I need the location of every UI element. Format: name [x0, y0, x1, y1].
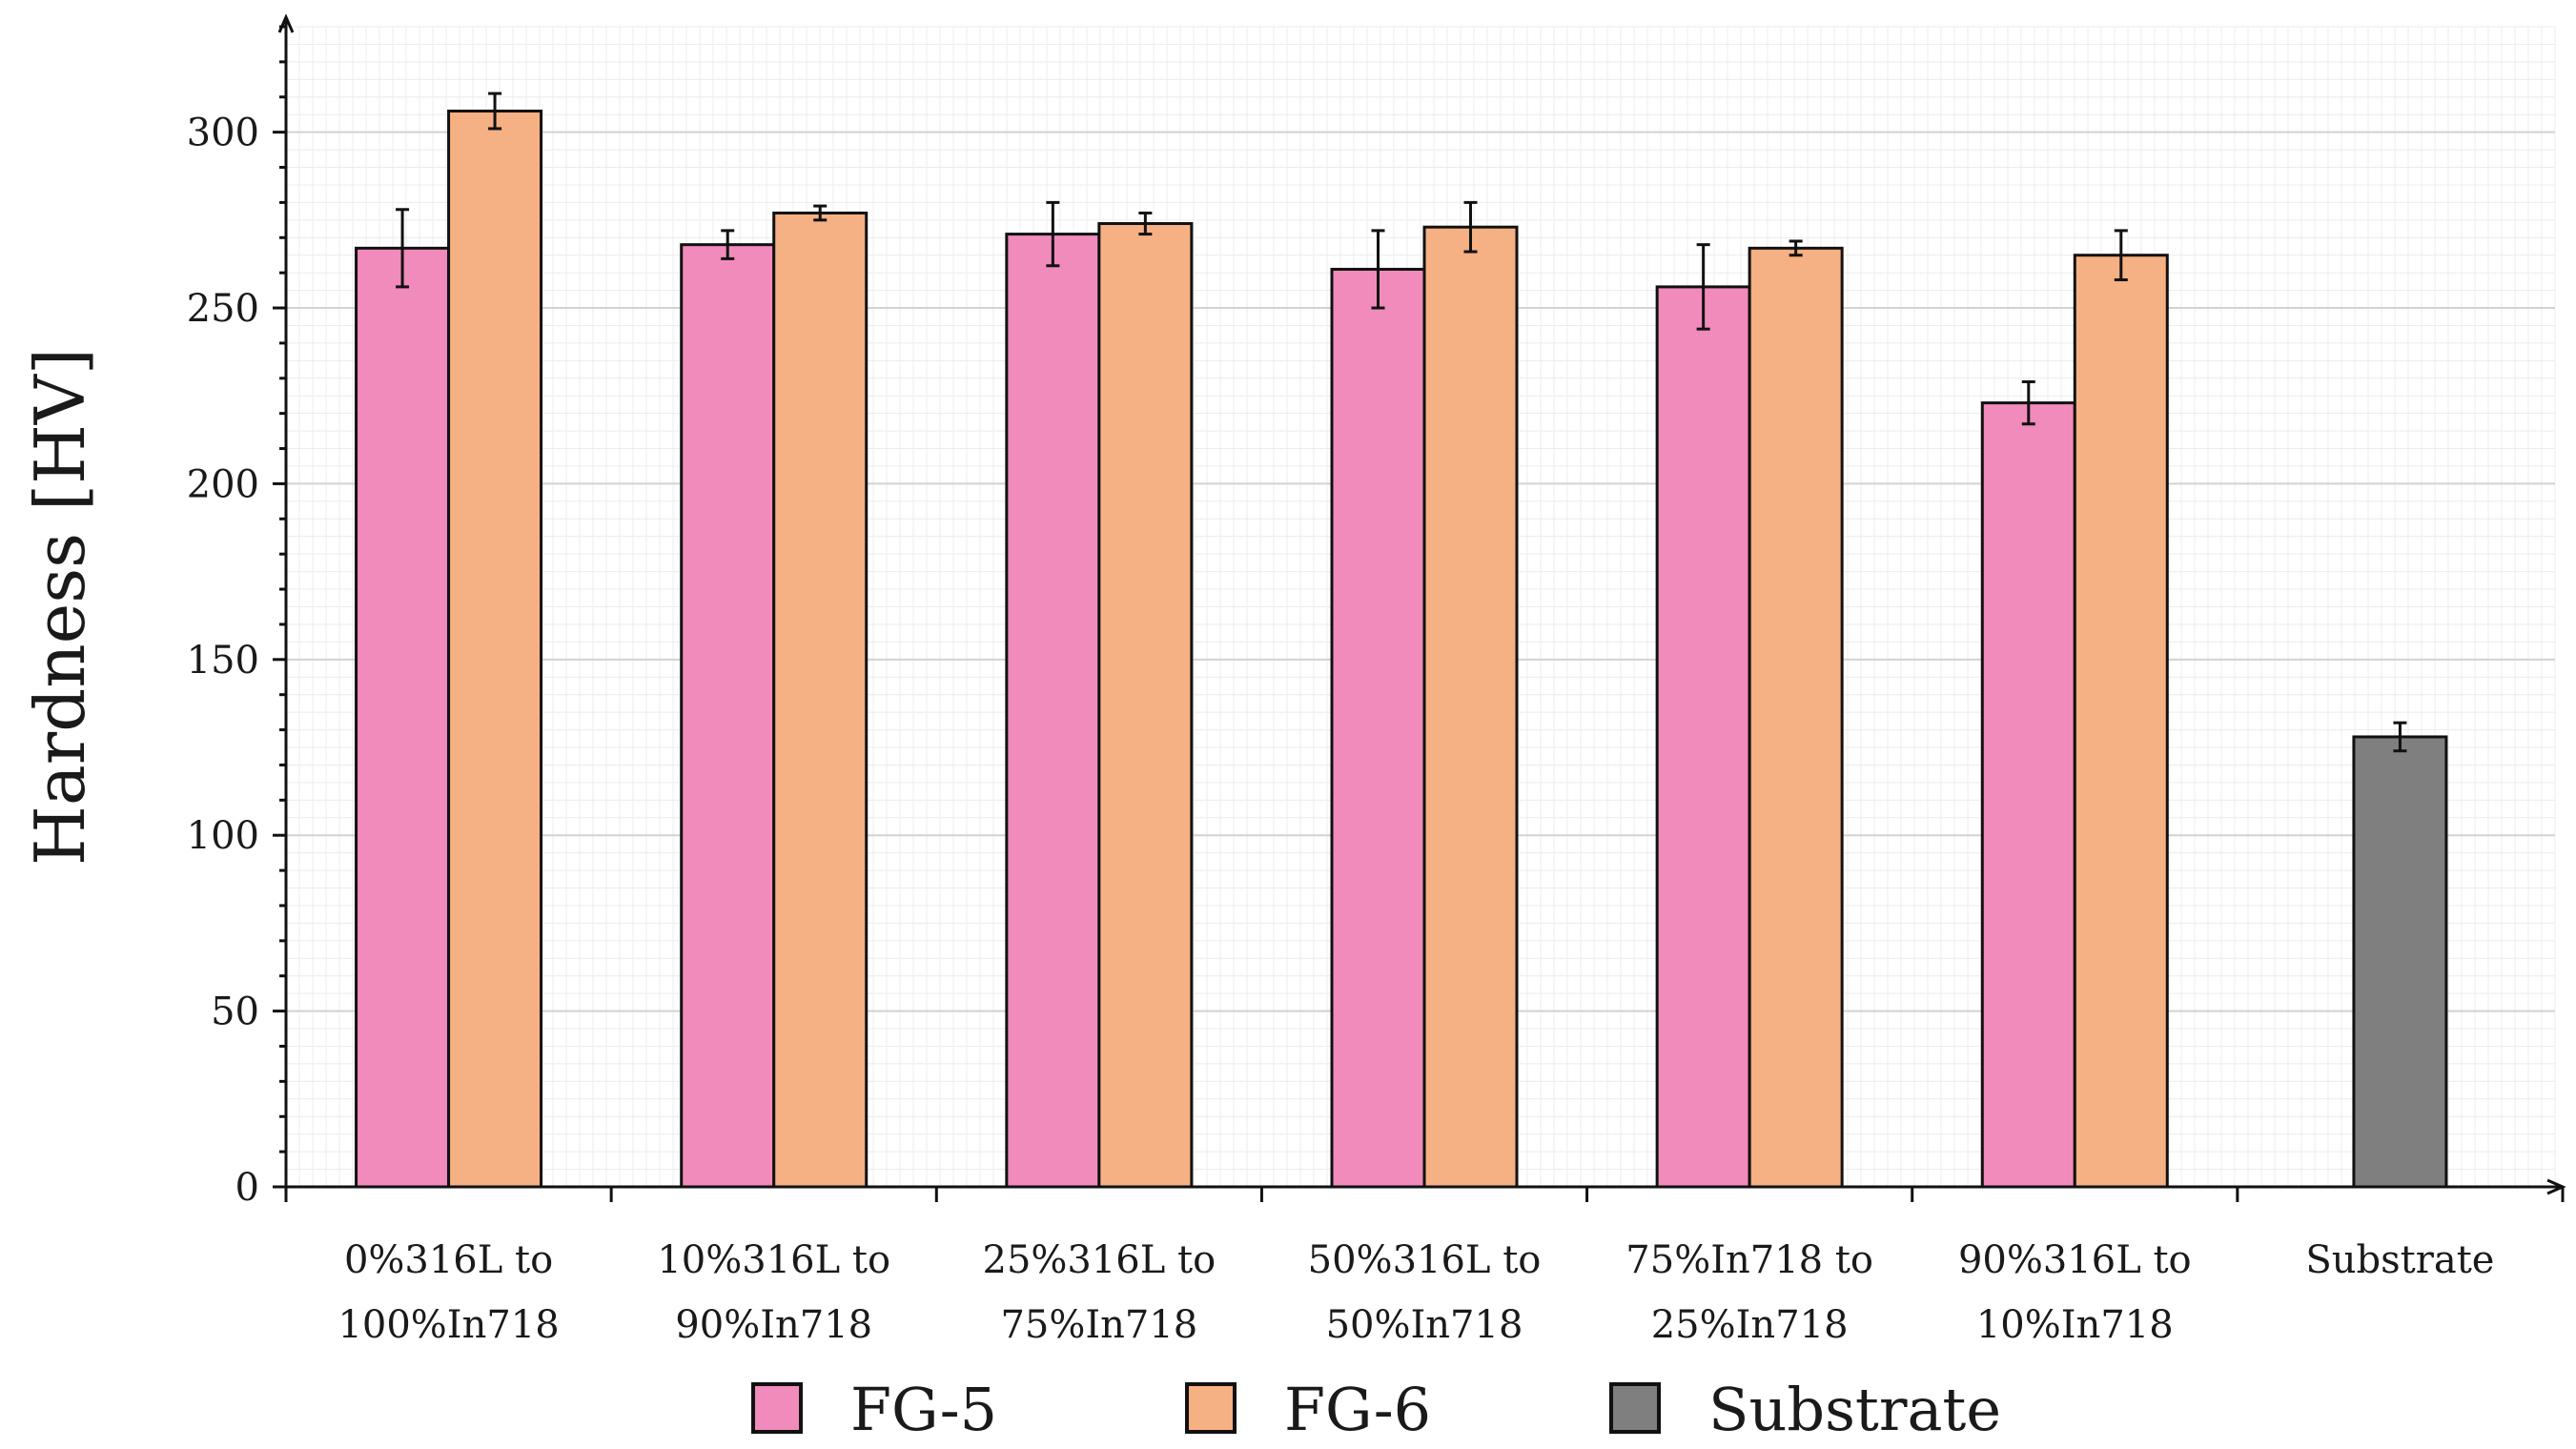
error-bar-fg-5-4 [1696, 243, 1710, 331]
y-tick-label: 200 [187, 462, 259, 506]
error-bar-fg-6-2 [1138, 211, 1153, 236]
error-bar-substrate-6 [2393, 721, 2407, 753]
legend-label: FG-5 [850, 1375, 997, 1444]
bar-fg-6-0 [447, 110, 543, 1189]
bar-fg-5-2 [1005, 233, 1101, 1189]
bar-fg-5-5 [1980, 401, 2076, 1189]
error-bar-fg-5-0 [396, 208, 410, 289]
legend-label: Substrate [1708, 1375, 2001, 1444]
legend: FG-5 FG-6 Substrate [751, 1375, 2001, 1444]
x-tick-label: 90%316L to 10%In718 [1958, 1238, 2192, 1347]
x-tick-label: 10%316L to 90%In718 [657, 1238, 890, 1347]
error-bar-fg-6-0 [488, 92, 502, 131]
y-tick-label: 50 [211, 990, 259, 1034]
axes [273, 13, 2566, 1202]
error-bar-fg-6-3 [1463, 200, 1478, 254]
legend-item-substrate: Substrate [1609, 1375, 2001, 1444]
bar-fg-6-4 [1748, 246, 1844, 1189]
x-tick-label: 75%In718 to 25%In718 [1625, 1238, 1873, 1347]
error-bar-fg-5-3 [1371, 229, 1385, 310]
y-tick-label: 0 [235, 1166, 259, 1210]
y-axis-title: Hardness [HV] [20, 348, 100, 866]
bar-fg-5-0 [355, 246, 451, 1189]
bar-substrate-6 [2352, 735, 2448, 1189]
legend-label: FG-6 [1284, 1375, 1431, 1444]
y-tick-label: 250 [187, 287, 259, 331]
legend-item-fg-5: FG-5 [751, 1375, 997, 1444]
x-tick-label: 0%316L to 100%In718 [337, 1238, 559, 1347]
legend-swatch [1609, 1382, 1661, 1434]
error-bar-fg-5-1 [721, 229, 735, 260]
labels: 0 50 100 150 200 250 300 0%316L to 100%In718 10%3… [20, 112, 2494, 1347]
bar-fg-5-3 [1330, 267, 1426, 1189]
legend-item-fg-6: FG-6 [1185, 1375, 1431, 1444]
y-tick-label: 100 [187, 814, 259, 858]
bar-fg-6-3 [1422, 225, 1519, 1189]
x-tick-label: Substrate [2305, 1238, 2494, 1282]
x-tick-label: 25%316L to 75%In718 [983, 1238, 1216, 1347]
bar-fg-6-2 [1097, 222, 1194, 1189]
error-bar-fg-6-1 [813, 204, 828, 222]
error-bar-fg-6-4 [1789, 239, 1803, 257]
bar-fg-6-1 [772, 211, 869, 1189]
y-tick-label: 150 [187, 639, 259, 683]
legend-swatch [1185, 1382, 1237, 1434]
error-bar-fg-5-2 [1046, 200, 1060, 268]
bar-fg-5-1 [680, 243, 776, 1189]
error-bar-fg-6-5 [2114, 229, 2128, 282]
bars [355, 92, 2448, 1189]
x-tick-label: 50%316L to 50%In718 [1308, 1238, 1542, 1347]
error-bar-fg-5-5 [2021, 379, 2035, 426]
bar-fg-5-4 [1655, 285, 1751, 1189]
legend-swatch [751, 1382, 803, 1434]
y-tick-label: 300 [187, 112, 259, 155]
bar-fg-6-5 [2073, 254, 2169, 1189]
